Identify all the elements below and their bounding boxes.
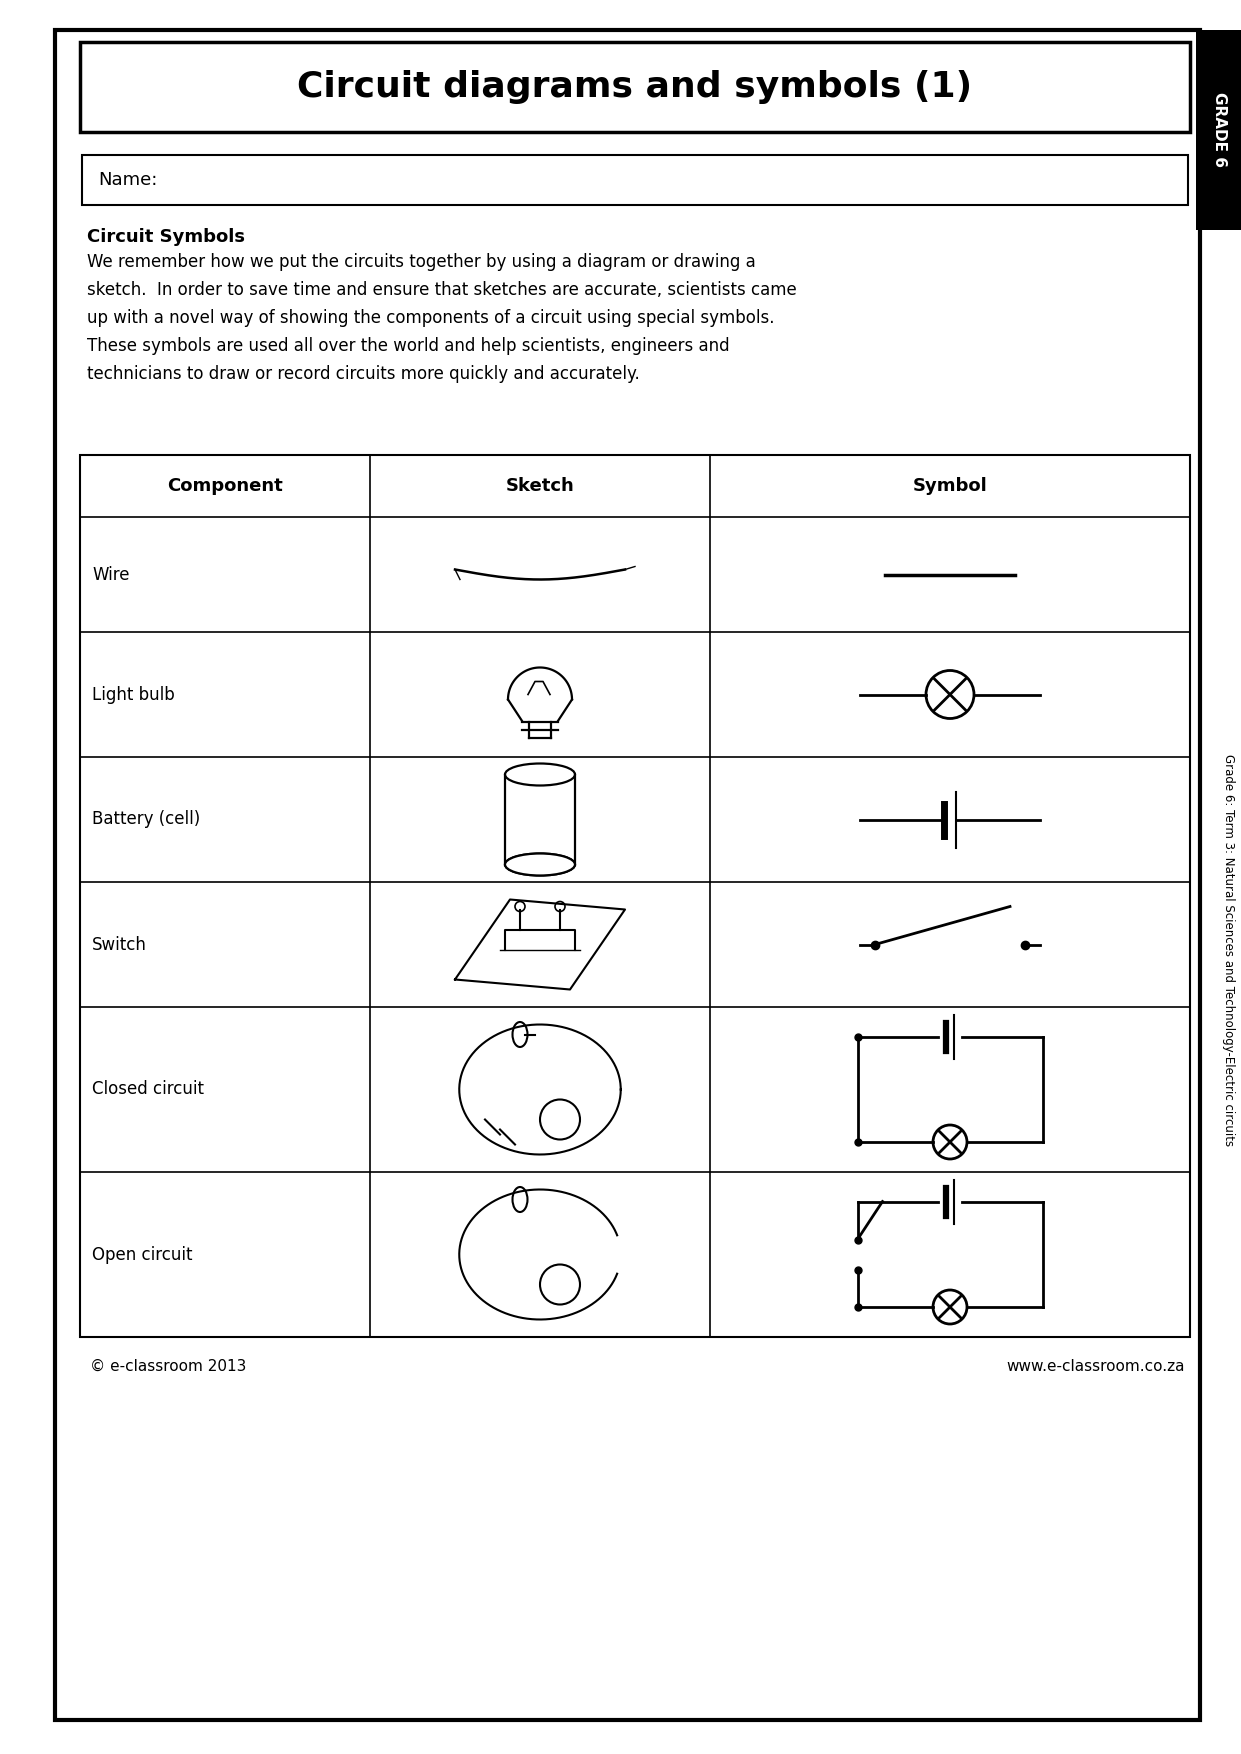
Text: www.e-classroom.co.za: www.e-classroom.co.za <box>1006 1359 1185 1373</box>
Ellipse shape <box>505 854 575 875</box>
Text: Component: Component <box>168 477 283 495</box>
Text: Grade 6: Term 3: Natural Sciences and Technology-Electric circuits: Grade 6: Term 3: Natural Sciences and Te… <box>1221 754 1235 1145</box>
Text: Symbol: Symbol <box>912 477 988 495</box>
Text: Closed circuit: Closed circuit <box>92 1080 204 1098</box>
Text: Circuit diagrams and symbols (1): Circuit diagrams and symbols (1) <box>298 70 973 103</box>
Text: technicians to draw or record circuits more quickly and accurately.: technicians to draw or record circuits m… <box>87 365 640 382</box>
Text: Name:: Name: <box>98 170 158 189</box>
Text: Circuit Symbols: Circuit Symbols <box>87 228 244 246</box>
Text: Sketch: Sketch <box>505 477 575 495</box>
Text: We remember how we put the circuits together by using a diagram or drawing a: We remember how we put the circuits toge… <box>87 253 756 272</box>
Text: These symbols are used all over the world and help scientists, engineers and: These symbols are used all over the worl… <box>87 337 730 354</box>
Text: © e-classroom 2013: © e-classroom 2013 <box>91 1359 247 1373</box>
Text: Battery (cell): Battery (cell) <box>92 810 200 828</box>
Text: up with a novel way of showing the components of a circuit using special symbols: up with a novel way of showing the compo… <box>87 309 774 326</box>
Text: Switch: Switch <box>92 935 146 954</box>
Text: sketch.  In order to save time and ensure that sketches are accurate, scientists: sketch. In order to save time and ensure… <box>87 281 797 298</box>
Text: GRADE 6: GRADE 6 <box>1212 93 1227 167</box>
Text: Wire: Wire <box>92 565 129 584</box>
Text: Open circuit: Open circuit <box>92 1245 192 1263</box>
Text: Light bulb: Light bulb <box>92 686 175 703</box>
Polygon shape <box>1196 30 1241 230</box>
